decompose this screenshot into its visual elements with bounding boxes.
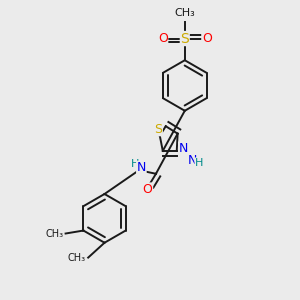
Text: H: H (131, 159, 140, 169)
Text: N: N (137, 161, 146, 174)
Text: S: S (154, 123, 162, 136)
Text: H: H (195, 158, 203, 168)
Text: O: O (143, 183, 153, 196)
Text: O: O (202, 32, 212, 45)
Text: N: N (178, 142, 188, 155)
Text: O: O (158, 32, 168, 45)
Text: CH₃: CH₃ (68, 253, 86, 262)
Text: S: S (180, 32, 189, 46)
Text: CH₃: CH₃ (45, 229, 63, 238)
Text: N: N (188, 154, 197, 167)
Text: CH₃: CH₃ (174, 8, 195, 18)
